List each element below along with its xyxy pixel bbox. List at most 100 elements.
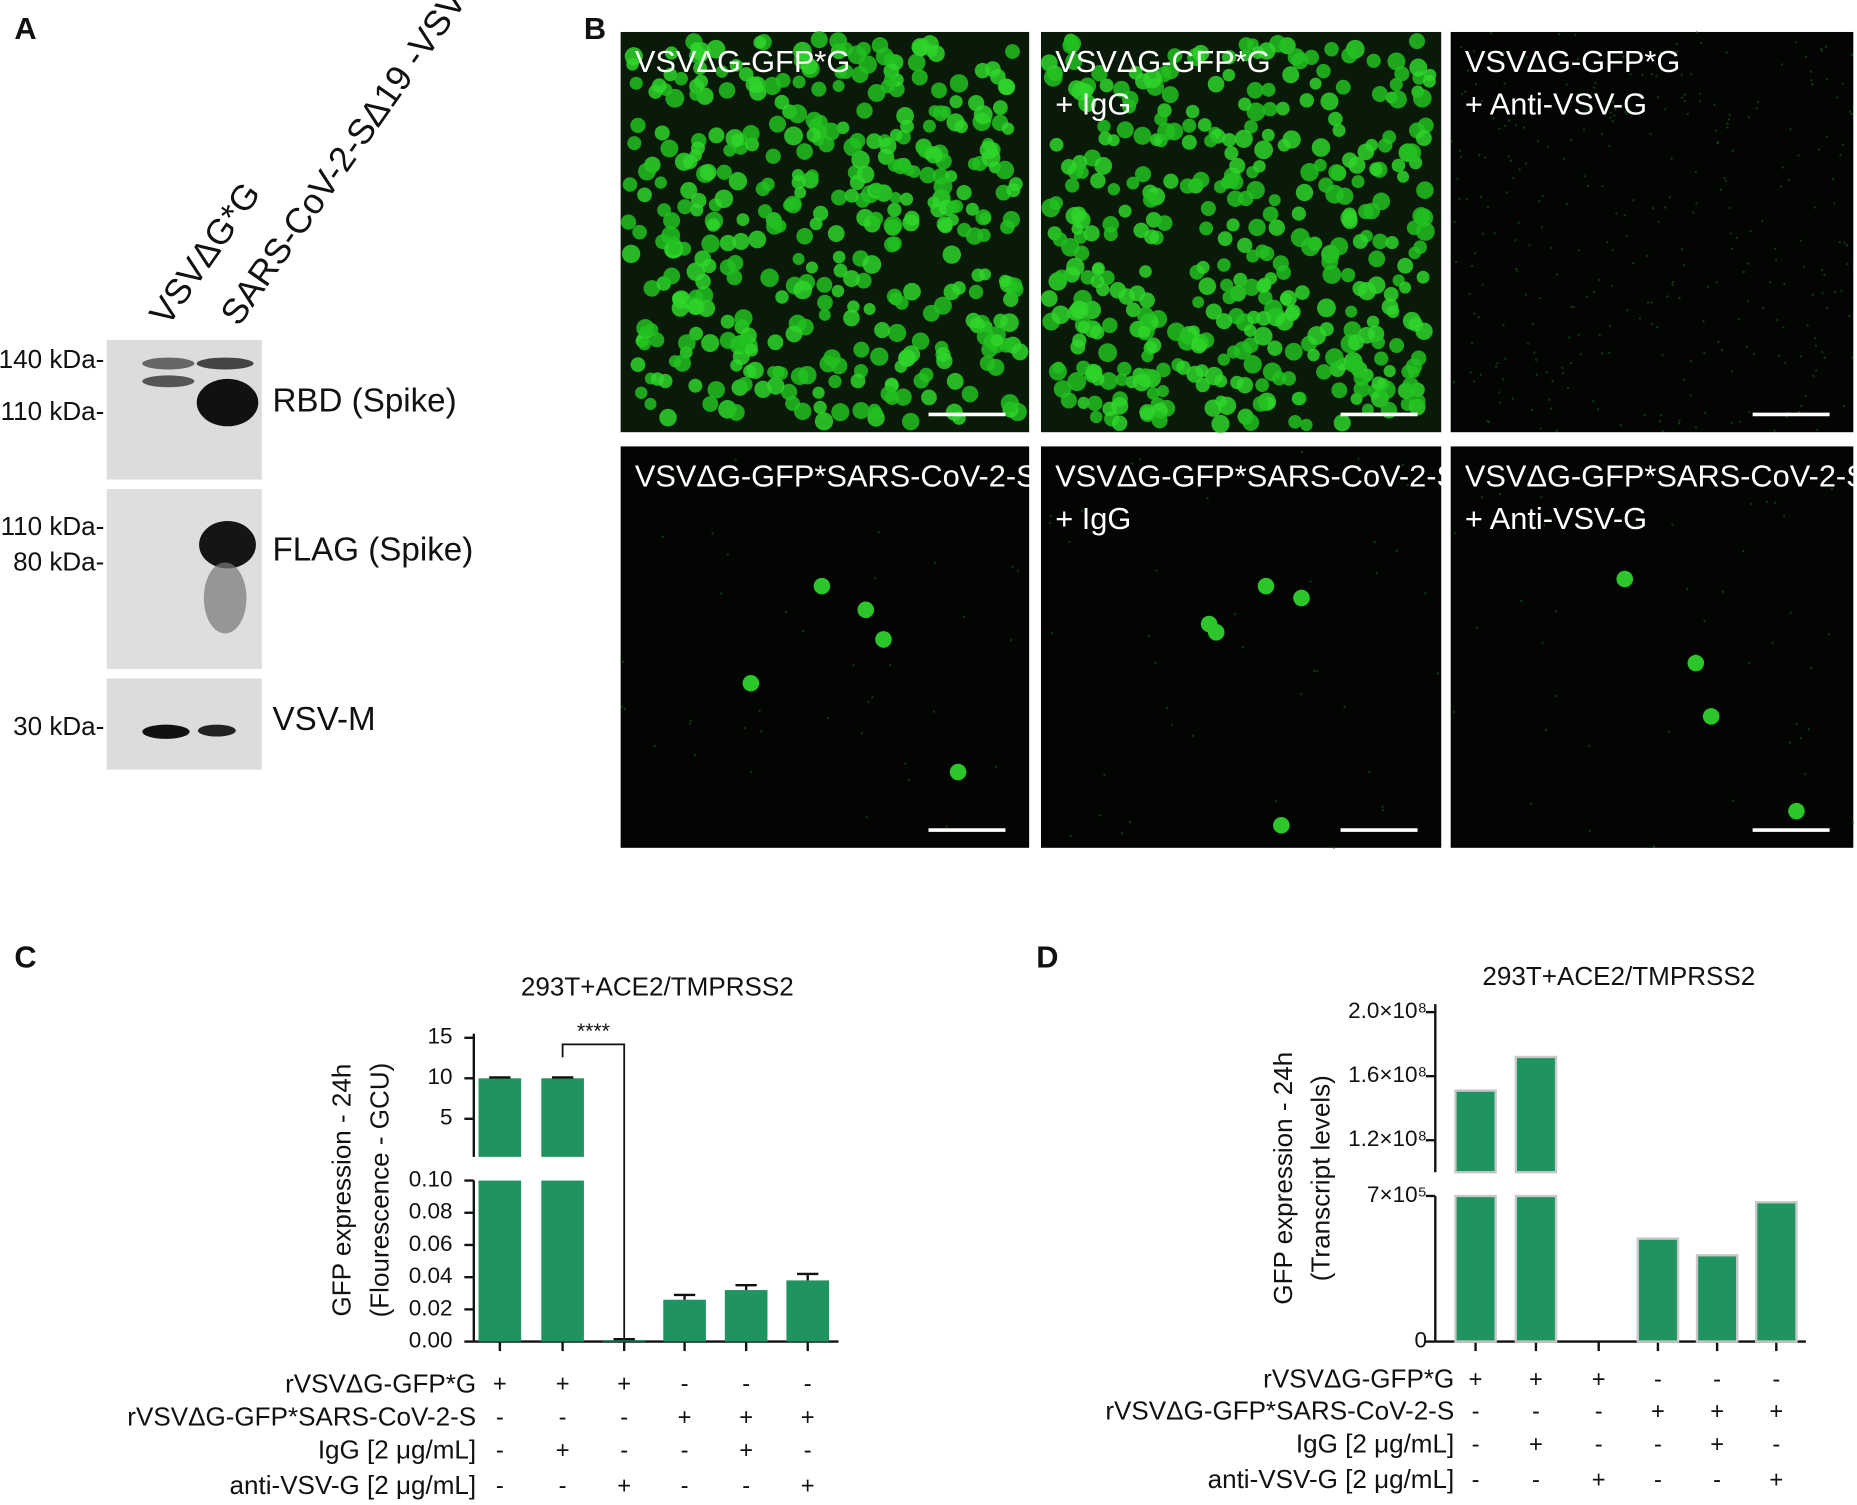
speck — [1507, 155, 1510, 158]
cell — [1090, 325, 1105, 340]
speck — [1332, 846, 1336, 849]
cell — [1000, 219, 1015, 235]
cell — [1191, 338, 1207, 354]
speck — [1799, 736, 1802, 740]
speck — [1515, 267, 1518, 271]
band — [142, 375, 195, 388]
cell — [742, 125, 760, 143]
cell — [665, 88, 685, 108]
cell — [1102, 317, 1118, 334]
speck — [1470, 264, 1474, 268]
speck — [1745, 345, 1748, 349]
cell — [746, 361, 764, 380]
speck — [1810, 666, 1813, 670]
cell — [810, 31, 828, 49]
speck — [871, 696, 874, 699]
cell — [1072, 210, 1091, 230]
speck — [874, 576, 877, 580]
speck — [1820, 268, 1824, 271]
speck — [1357, 457, 1360, 460]
speck — [1821, 292, 1824, 295]
condition-sign: - — [1713, 1468, 1721, 1494]
speck — [693, 754, 697, 757]
cell — [949, 763, 967, 781]
speck — [1661, 429, 1665, 433]
cell — [887, 202, 902, 217]
speck — [1588, 829, 1591, 832]
cell — [1049, 196, 1063, 210]
condition-sign: - — [620, 1405, 628, 1431]
condition-label: rVSVΔG-GFP*G — [1263, 1364, 1454, 1394]
cell — [867, 403, 881, 417]
cell — [643, 280, 661, 297]
cell — [1217, 231, 1233, 246]
speck — [1735, 236, 1738, 240]
speck — [1138, 458, 1141, 461]
cell — [1199, 221, 1214, 236]
condition-sign: + — [739, 1438, 753, 1464]
target-label: VSV-M — [273, 701, 376, 738]
cell — [812, 114, 828, 130]
cell — [867, 83, 886, 102]
speck — [1650, 322, 1654, 325]
speck — [1694, 170, 1697, 174]
cell — [767, 377, 785, 395]
cell — [788, 104, 808, 124]
speck — [1827, 633, 1831, 636]
cell — [1324, 42, 1339, 57]
cell — [714, 189, 734, 209]
cell — [1181, 134, 1197, 150]
cell — [843, 309, 860, 327]
cell — [844, 188, 859, 203]
speck — [1811, 293, 1814, 297]
cell — [907, 165, 921, 178]
speck — [1609, 116, 1612, 119]
cell — [701, 334, 720, 353]
cell — [1156, 385, 1170, 398]
cell — [1200, 200, 1216, 217]
cell — [849, 132, 866, 149]
cell — [945, 403, 963, 421]
speck — [1498, 96, 1501, 99]
cell — [995, 160, 1015, 180]
condition-label: rVSVΔG-GFP*G — [285, 1368, 476, 1398]
cell — [1242, 414, 1260, 431]
cell — [1205, 303, 1222, 320]
cell — [1341, 47, 1358, 64]
speck — [1663, 108, 1667, 111]
cell — [732, 232, 750, 250]
cell — [660, 139, 679, 158]
speck — [1738, 420, 1741, 423]
cell — [1077, 320, 1090, 334]
speck — [1406, 484, 1409, 487]
speck — [1725, 51, 1728, 54]
speck — [1502, 324, 1505, 327]
bar — [1636, 1237, 1680, 1343]
cell — [1141, 349, 1154, 363]
speck — [1747, 262, 1750, 265]
speck — [1632, 199, 1635, 202]
speck — [1692, 211, 1695, 214]
speck — [1799, 355, 1802, 358]
cell — [1176, 360, 1191, 375]
cell — [902, 345, 921, 363]
speck — [1512, 177, 1515, 180]
cell — [990, 334, 1004, 347]
significance-label: **** — [577, 1019, 610, 1043]
y-tick-label: 10 — [427, 1064, 452, 1089]
speck — [1530, 802, 1533, 805]
cell — [1341, 267, 1356, 283]
speck — [1702, 320, 1705, 323]
speck — [1526, 342, 1530, 345]
cell — [637, 187, 652, 203]
cell — [874, 322, 891, 339]
speck — [1128, 821, 1132, 824]
cell — [753, 36, 767, 49]
cell — [1244, 119, 1258, 134]
speck — [1050, 632, 1054, 635]
speck — [1473, 312, 1476, 315]
speck — [1715, 281, 1718, 284]
cell — [1616, 570, 1634, 588]
speck — [1785, 415, 1788, 419]
bar — [724, 1290, 768, 1342]
